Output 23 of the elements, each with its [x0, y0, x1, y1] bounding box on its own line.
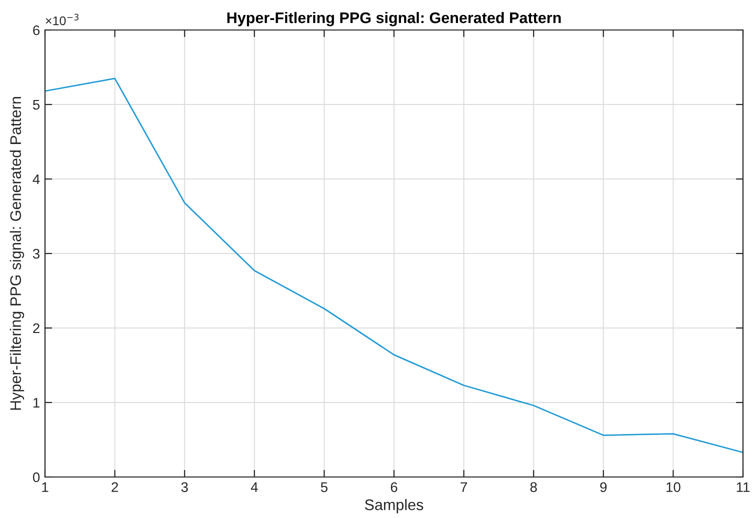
x-tick-label: 4 [250, 482, 258, 492]
line-series [45, 78, 743, 454]
y-tick-label: 3 [32, 248, 40, 259]
x-tick-label: 10 [666, 482, 680, 492]
text: ×10$^{−3}$ [46, 14, 79, 26]
y-tick-label: 4 [32, 174, 40, 184]
chart-title: Hyper-Fitlering PPG signal: Generated Pattern [227, 12, 561, 26]
x-tick-label: 9 [600, 482, 607, 492]
y-tick-label: 5 [32, 100, 40, 110]
x-tick-label: 2 [112, 482, 118, 492]
x-tick-label: 11 [736, 482, 750, 492]
y-tick-label: 6 [33, 25, 40, 36]
x-axis-title: Samples [364, 498, 424, 514]
x-tick-label: 1 [42, 482, 48, 492]
x-tick-label: 3 [181, 482, 188, 492]
y-axis-title: Hyper-Filtering PPG signal: Generated Pattern [10, 96, 24, 410]
x-tick-label: 8 [530, 482, 537, 492]
y-tick-label: 0 [32, 472, 40, 482]
y-tick-label: 1 [33, 398, 40, 408]
y-tick-label: 2 [33, 323, 40, 334]
x-tick-label: 5 [320, 482, 328, 492]
x-tick-label: 6 [390, 482, 398, 492]
x-tick-label: 7 [460, 482, 467, 492]
